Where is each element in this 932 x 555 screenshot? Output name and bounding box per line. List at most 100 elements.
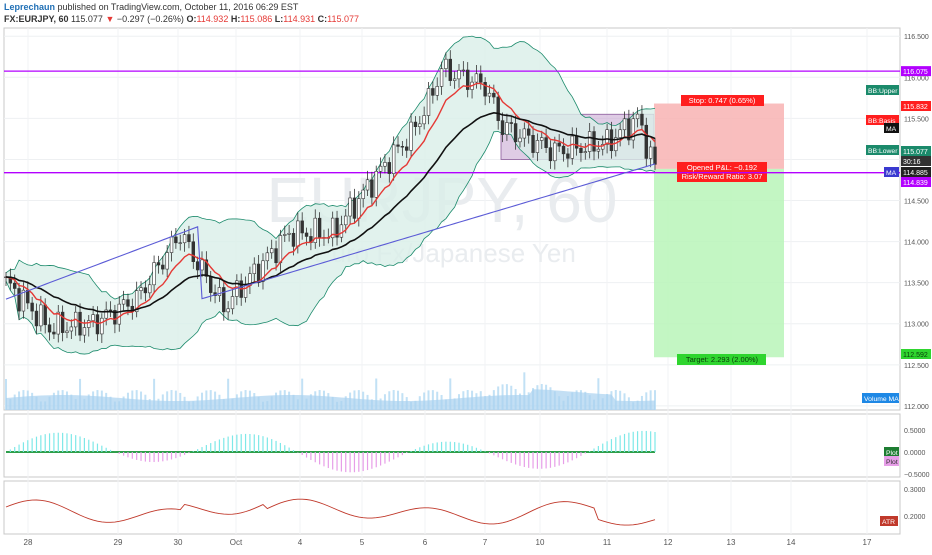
support-tag-box (901, 177, 931, 187)
candle-body (178, 242, 182, 244)
bb-upper-label-box (866, 85, 899, 95)
atr-pane (3, 480, 901, 535)
candle-body (622, 118, 627, 131)
candle-body (479, 73, 483, 83)
candle-body (631, 118, 635, 141)
volume-bar (79, 378, 82, 410)
candle-body (47, 324, 52, 333)
candle-body (182, 234, 187, 244)
price-axis-label: 113.500 (904, 281, 929, 288)
candle-body (522, 128, 527, 139)
volume-ma-label: Volume MA (864, 396, 899, 403)
oscillator-plot-label-box (884, 447, 899, 457)
time-axis-label: 12 (664, 538, 673, 547)
candle-body (409, 121, 413, 151)
candle-body (187, 234, 191, 243)
candle-body (304, 232, 309, 237)
bb-upper-label: BB:Upper (868, 88, 898, 95)
atr-axis-label: 0.3000 (904, 487, 926, 494)
target-zone (654, 168, 784, 358)
resistance-tag: 116.075 (903, 69, 928, 76)
candle-body (640, 113, 644, 126)
candle-body (526, 128, 531, 136)
bb-basis-line (5, 82, 656, 325)
candle-body (548, 147, 553, 162)
target-price-tag-box (901, 349, 931, 359)
candle-body (357, 198, 361, 219)
candle-body (104, 309, 108, 319)
support-tag: 114.839 (903, 180, 928, 187)
time-axis-label: Oct (230, 538, 243, 547)
oscillator-axis-label: 0.0000 (904, 450, 926, 457)
oscillator-plot-label: Plot (886, 450, 898, 457)
price-axis-label: 112.000 (904, 404, 929, 411)
candle-body (513, 123, 518, 143)
candle-body (82, 327, 87, 336)
candle-body (570, 135, 574, 159)
candle-body (426, 88, 431, 116)
down-arrow-icon: ▼ (105, 14, 115, 24)
price-axis-label: 112.500 (904, 363, 929, 370)
volume-bar (431, 390, 434, 410)
candle-body (78, 311, 82, 336)
candle-body (200, 259, 204, 271)
candle-body (30, 302, 34, 312)
volume-bar (614, 390, 617, 410)
low-value: 114.931 (283, 14, 316, 24)
long-ma-label-box (884, 167, 899, 177)
candle-body (91, 314, 95, 321)
target-label: Target: 2.293 (2.00%) (686, 355, 759, 364)
candle-body (574, 135, 579, 149)
candle-body (387, 162, 392, 174)
bb-lower-label: BB:Lower (868, 148, 898, 155)
stop-label-box (681, 95, 764, 106)
volume-ma-area (6, 389, 655, 410)
volume-ma-label-box (862, 393, 899, 403)
candle-body (269, 248, 274, 254)
oscillator-axis-label: −0.5000 (904, 472, 930, 479)
candle-body (65, 330, 69, 333)
atr-label: ATR (882, 519, 895, 526)
candle-body (317, 217, 322, 239)
stop-price-tag-box (901, 101, 931, 111)
candle-body (60, 311, 65, 333)
candle-body (95, 314, 100, 335)
author-name[interactable]: Leprechaun (4, 2, 56, 12)
oscillator-axis-label: 0.5000 (904, 428, 926, 435)
volume-bar (301, 378, 304, 410)
volume-bar (619, 390, 622, 410)
candle-body (431, 88, 435, 96)
candle-body (339, 224, 344, 238)
candle-body (653, 146, 657, 165)
candle-body (352, 197, 357, 219)
volume-bar (5, 379, 7, 410)
bollinger-band-fill (6, 36, 655, 355)
candle-body (370, 179, 374, 198)
bb-lower-label-box (866, 145, 899, 155)
candle-body (152, 262, 156, 286)
published-text: published on TradingView.com, October 11… (57, 2, 299, 12)
candle-body (557, 142, 561, 147)
candle-body (540, 137, 544, 141)
volume-bar (166, 391, 169, 410)
candle-body (405, 146, 409, 151)
oscillator-pane (3, 413, 901, 478)
open-label: O: (186, 14, 197, 24)
candle-body (139, 287, 143, 291)
volume-bar (388, 391, 391, 410)
candle-body (265, 252, 270, 262)
candle-body (13, 282, 17, 289)
ohlc-line: FX:EURJPY, 60 115.077 ▼ −0.297 (−0.26%) … (4, 14, 359, 24)
candle-body (209, 276, 213, 293)
symbol-label: FX:EURJPY, 60 (4, 14, 69, 24)
candle-body (34, 310, 39, 327)
price-axis-label: 114.000 (904, 240, 929, 247)
candle-body (644, 124, 648, 159)
open-value: 114.932 (196, 14, 229, 24)
candle-body (505, 122, 509, 135)
candle-body (605, 129, 609, 145)
candle-body (100, 317, 104, 335)
close-value: 115.077 (327, 14, 359, 24)
